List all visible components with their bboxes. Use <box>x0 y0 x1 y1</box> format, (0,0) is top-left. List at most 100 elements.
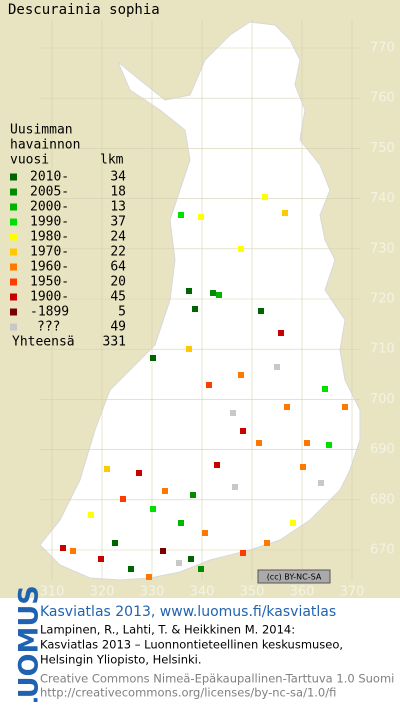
legend-count-header: lkm <box>100 153 124 168</box>
legend-count: 5 <box>118 305 126 320</box>
occurrence-square <box>112 540 118 546</box>
cc-badge <box>257 569 331 584</box>
occurrence-square <box>162 488 168 494</box>
legend-total: 331 <box>103 335 126 350</box>
cc-badge-text: (cc) BY-NC-SA <box>267 573 322 582</box>
occurrence-square <box>190 492 196 498</box>
occurrence-square <box>88 512 94 518</box>
occurrence-square <box>262 194 268 200</box>
north-label: 740 <box>370 191 395 206</box>
legend-label: 2010- <box>30 170 69 185</box>
legend-count: 24 <box>110 230 126 245</box>
occurrence-square <box>186 346 192 352</box>
occurrence-square <box>238 246 244 252</box>
occurrence-square <box>206 382 212 388</box>
logo: LUOMUS <box>14 585 45 702</box>
occurrence-square <box>192 306 198 312</box>
east-label: 330 <box>140 585 165 600</box>
legend: 2010- 34 2005- 18 2000- 13 1990- 37 1980- 24 1970-… <box>10 170 126 350</box>
north-label: 680 <box>370 492 395 507</box>
north-label: 670 <box>370 543 395 558</box>
occurrence-square <box>186 288 192 294</box>
occurrence-square <box>342 404 348 410</box>
legend-swatch <box>10 188 17 196</box>
legend-swatch <box>10 248 17 256</box>
legend-count: 18 <box>110 185 126 200</box>
grid <box>40 20 360 580</box>
north-label: 720 <box>370 292 395 307</box>
finland-outline <box>39 21 361 581</box>
occurrence-square <box>274 364 280 370</box>
occurrence-square <box>318 480 324 486</box>
occurrence-square <box>128 566 134 572</box>
legend-label: 1950- <box>30 275 69 290</box>
legend-swatch <box>10 293 17 301</box>
occurrence-square <box>104 466 110 472</box>
legend-count: 64 <box>110 260 126 275</box>
citation: Kasviatlas 2013 – Luonnontieteellinen ke… <box>40 638 343 652</box>
legend-label: ??? <box>37 320 60 335</box>
occurrence-square <box>150 355 156 361</box>
occurrence-square <box>178 212 184 218</box>
legend-label: 1970- <box>30 245 69 260</box>
occurrence-square <box>256 440 262 446</box>
legend-label: -1899 <box>30 305 69 320</box>
occurrence-square <box>216 292 222 298</box>
occurrence-square <box>60 545 66 551</box>
legend-total-label: Yhteensä <box>12 335 75 350</box>
legend-heading: Uusimman <box>10 123 73 138</box>
occurrence-square <box>178 520 184 526</box>
legend-label: 1960- <box>30 260 69 275</box>
legend-label: 1980- <box>30 230 69 245</box>
occurrence-square <box>198 566 204 572</box>
occurrence-square <box>160 548 166 554</box>
legend-count: 45 <box>110 290 126 305</box>
east-label: 370 <box>340 585 365 600</box>
north-label: 730 <box>370 241 395 256</box>
legend-label: 2005- <box>30 185 69 200</box>
north-label: 710 <box>370 342 395 357</box>
legend-heading: havainnon <box>10 138 80 153</box>
occurrence-square <box>278 330 284 336</box>
occurrence-square <box>282 210 288 216</box>
occurrence-square <box>210 290 216 296</box>
occurrence-square <box>238 372 244 378</box>
occurrence-square <box>136 470 142 476</box>
legend-count: 22 <box>110 245 126 260</box>
occurrence-square <box>264 540 270 546</box>
occurrence-squares <box>60 194 348 580</box>
occurrence-square <box>176 560 182 566</box>
occurrence-square <box>240 550 246 556</box>
occurrence-square <box>70 548 76 554</box>
east-label: 350 <box>240 585 265 600</box>
legend-swatch <box>10 173 17 181</box>
north-label: 690 <box>370 442 395 457</box>
occurrence-square <box>284 404 290 410</box>
atlas-link: Kasviatlas 2013, www.luomus.fi/kasviatla… <box>40 604 336 620</box>
east-label: 340 <box>190 585 215 600</box>
occurrence-square <box>146 574 152 580</box>
north-label: 700 <box>370 392 395 407</box>
license: Creative Commons Nimeä-Epäkaupallinen-Ta… <box>40 672 394 686</box>
footer-background <box>0 598 400 702</box>
legend-label: 1990- <box>30 215 69 230</box>
legend-swatch <box>10 203 17 211</box>
occurrence-square <box>98 556 104 562</box>
legend-swatch <box>10 233 17 241</box>
occurrence-square <box>290 520 296 526</box>
east-label: 310 <box>40 585 65 600</box>
occurrence-square <box>150 506 156 512</box>
legend-swatch <box>10 263 17 271</box>
occurrence-square <box>198 214 204 220</box>
occurrence-square <box>232 484 238 490</box>
legend-label: 2000- <box>30 200 69 215</box>
legend-swatch <box>10 323 17 331</box>
occurrence-square <box>258 308 264 314</box>
legend-count: 37 <box>110 215 126 230</box>
legend-swatch <box>10 278 17 286</box>
occurrence-square <box>304 440 310 446</box>
citation: Helsingin Yliopisto, Helsinki. <box>40 653 202 667</box>
occurrence-square <box>230 410 236 416</box>
legend-year-header: vuosi <box>10 153 49 168</box>
